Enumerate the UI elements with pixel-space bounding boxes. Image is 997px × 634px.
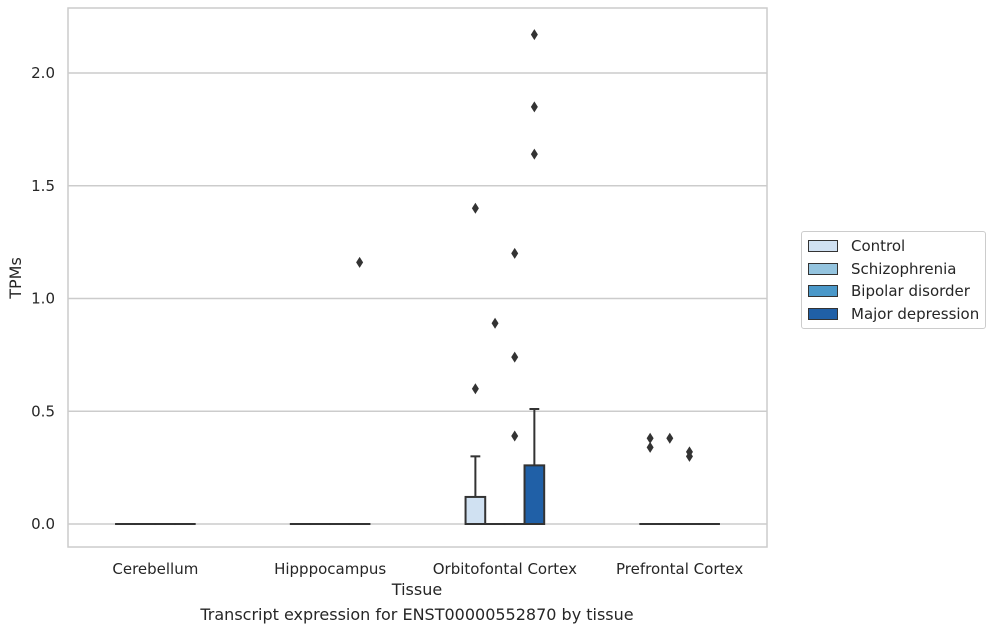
y-tick-labels: 0.0 0.5 1.0 1.5 2.0 [31,64,55,533]
box-major-depression [523,29,546,525]
box-control [639,432,661,526]
box-bipolar-disorder [678,446,701,526]
outlier-point [471,383,479,395]
plot-area-frame [67,7,768,548]
gridlines [68,72,767,525]
y-tick-label: 1.5 [31,177,55,195]
box-bipolar-disorder [503,247,526,526]
outlier-point [511,430,519,442]
outlier-point [530,101,538,113]
outlier-point [471,202,479,214]
box-body [523,464,546,525]
outlier-point [685,446,693,458]
x-axis-label: Tissue [391,580,442,599]
legend-label: Schizophrenia [851,259,957,278]
legend-item: Bipolar disorder [802,280,985,303]
outlier-point [646,432,654,444]
x-tick-label: Hipppocampus [274,560,386,578]
legend-swatch [808,307,838,320]
box-control [464,202,487,526]
legend-label: Major depression [851,304,980,323]
y-tick-label: 0.5 [31,402,55,420]
legend-label: Bipolar disorder [851,282,970,301]
box-major-depression [348,256,371,526]
legend-swatch [808,285,838,298]
y-tick-label: 2.0 [31,64,55,82]
box-body [464,495,487,526]
legend-swatch [808,262,838,275]
outlier-point [646,441,654,453]
legend-swatch [808,240,838,253]
box-schizophrenia [484,317,506,526]
box-schizophrenia [658,432,681,526]
y-axis-label: TPMs [6,257,25,300]
legend-label: Control [851,237,906,256]
y-tick-label: 1.0 [31,290,55,308]
boxes [115,29,720,526]
x-tick-labels: Cerebellum Hipppocampus Orbitofontal Corte… [112,560,743,578]
legend-item: Schizophrenia [802,258,985,281]
legend-item: Major depression [802,303,985,326]
outlier-point [491,317,499,329]
outlier-point [530,29,538,41]
chart-caption: Transcript expression for ENST0000055287… [200,605,634,624]
x-tick-label: Prefrontal Cortex [616,560,743,578]
outlier-point [530,148,538,160]
outlier-point [666,432,674,444]
outlier-point [356,256,364,268]
legend: Control Schizophrenia Bipolar disorder Majo… [801,231,986,329]
legend-item: Control [802,235,985,258]
x-tick-label: Orbitofontal Cortex [433,560,577,578]
outlier-point [511,247,519,259]
x-tick-label: Cerebellum [112,560,198,578]
outlier-point [511,351,519,363]
y-tick-label: 0.0 [31,515,55,533]
